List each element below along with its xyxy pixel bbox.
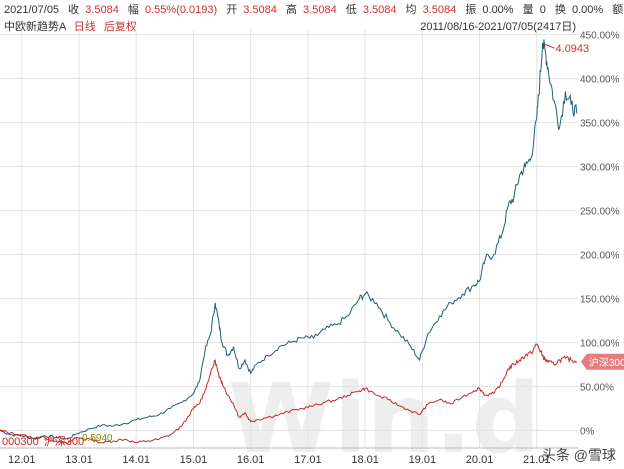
y-tick-label: 0% (580, 426, 595, 437)
change-value: 0.55%(0.0193) (145, 4, 217, 16)
x-tick-label: 13.01 (65, 454, 93, 466)
benchmark-code: 000300 (2, 436, 39, 448)
avg-value: 3.5084 (423, 4, 457, 16)
quote-header: 2021/07/05 收 3.5084 幅 0.55%(0.0193) 开 3.… (4, 2, 624, 16)
amplitude-value: 0.00% (482, 4, 513, 16)
benchmark-name: 沪深300 (44, 434, 84, 448)
benchmark-tag: 沪深300 (580, 353, 624, 370)
period-label: 日线 (74, 19, 96, 33)
adjust-label: 后复权 (104, 19, 137, 33)
x-tick-label: 14.01 (122, 454, 150, 466)
peak-value-label: 4.0943 (556, 43, 590, 55)
volume-value: 0 (540, 4, 546, 16)
benchmark-legend: 000300 沪深300 (2, 434, 84, 448)
x-tick-label: 16.01 (237, 454, 265, 466)
amplitude-label: 振 (465, 2, 476, 16)
close-value: 3.5084 (85, 4, 119, 16)
quote-date: 2021/07/05 (4, 4, 59, 16)
high-label: 高 (286, 2, 297, 16)
y-tick-label: 250.00% (580, 206, 620, 217)
change-label: 幅 (128, 3, 139, 16)
y-tick-label: 50.00% (580, 382, 614, 393)
x-axis-ticks: 12.01 13.01 14.01 15.01 16.01 17.01 18.01 19.01… (0, 447, 578, 466)
turnover-label: 换 (555, 2, 566, 16)
benchmark-series-line (0, 343, 578, 445)
volume-label: 量 (523, 3, 534, 16)
y-axis-ticks: 0% 50.00% 100.00% 150.00% 200.00% 250.00% 300.… (580, 30, 620, 437)
y-tick-label: 200.00% (580, 250, 620, 261)
x-tick-label: 15.01 (180, 454, 208, 466)
x-tick-label: 19.01 (409, 454, 437, 466)
x-tick-label: 18.01 (351, 454, 379, 466)
low-label: 低 (346, 3, 357, 16)
y-tick-label: 100.00% (580, 338, 620, 349)
x-tick-label: 20.01 (466, 454, 494, 466)
peak-leader-line (542, 42, 555, 49)
y-tick-label: 300.00% (580, 162, 620, 173)
close-label: 收 (68, 2, 79, 16)
y-tick-label: 350.00% (580, 118, 620, 129)
open-label: 开 (226, 4, 237, 16)
fund-subheader: 中欧新趋势A 日线 后复权 (4, 19, 137, 33)
watermark: Win.d (228, 363, 540, 469)
turnover-value: 0.00% (572, 4, 603, 16)
credit-text: 头条 @雪球 (542, 447, 616, 463)
avg-label: 均 (406, 3, 417, 16)
x-tick-label: 12.01 (8, 454, 36, 466)
series-lines (0, 39, 578, 445)
benchmark-tag-label: 沪深300 (589, 356, 624, 369)
high-value: 3.5084 (303, 4, 337, 16)
low-value-label: 0.5940 (82, 433, 113, 444)
x-tick-label: 21.01 (523, 454, 551, 466)
benchmark-tag-bg (580, 353, 624, 370)
y-tick-label: 150.00% (580, 294, 620, 305)
fund-name: 中欧新趋势A (4, 19, 67, 33)
fund-series-line (0, 39, 578, 440)
date-range: 2011/08/16-2021/07/05(2417日) (420, 21, 576, 33)
x-tick-label: 17.01 (294, 454, 322, 466)
low-value: 3.5084 (363, 4, 397, 16)
y-tick-label: 450.00% (580, 30, 620, 41)
gridlines (0, 30, 578, 448)
open-value: 3.5084 (243, 4, 277, 16)
amount-label: 额 (612, 3, 623, 16)
y-tick-label: 400.00% (580, 74, 620, 85)
